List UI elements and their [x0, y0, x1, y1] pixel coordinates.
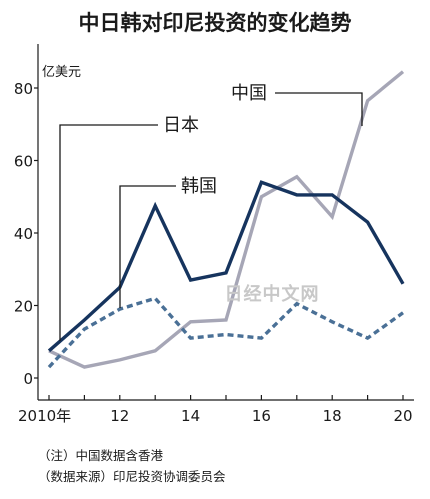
y-tick-label: 20	[14, 298, 33, 316]
source-note: （数据来源）印尼投资协调委员会	[38, 469, 226, 484]
series-line-china	[48, 70, 405, 369]
leader-line-japan	[59, 124, 158, 341]
x-tick-label: 20	[393, 407, 412, 425]
y-tick-label: 60	[14, 153, 33, 171]
series-line-japan	[47, 180, 405, 353]
x-tick-label: 14	[181, 407, 200, 425]
footnote: （注）中国数据含香港	[38, 448, 164, 463]
series-label-china: 中国	[231, 83, 267, 104]
leader-line-korea	[119, 185, 176, 308]
series-line-korea	[47, 296, 404, 369]
axis-group: 0 20 40 60 80 2010年 12 14 16 18 20	[14, 44, 414, 425]
series-label-japan: 日本	[163, 115, 199, 136]
y-axis-unit-label: 亿美元	[42, 65, 81, 80]
y-tick-label: 0	[23, 370, 33, 388]
x-tick-label: 16	[252, 407, 271, 425]
y-tick-label: 80	[14, 80, 33, 98]
chart-title: 中日韩对印尼投资的变化趋势	[79, 11, 352, 35]
watermark: 日经中文网	[225, 283, 320, 305]
x-tick-label: 18	[323, 407, 342, 425]
series-group	[47, 70, 405, 369]
y-tick-label: 40	[14, 225, 33, 243]
series-label-korea: 韩国	[181, 176, 217, 197]
x-tick-label: 2010年	[18, 407, 71, 425]
x-tick-label: 12	[110, 407, 129, 425]
leader-line-china	[275, 92, 363, 126]
